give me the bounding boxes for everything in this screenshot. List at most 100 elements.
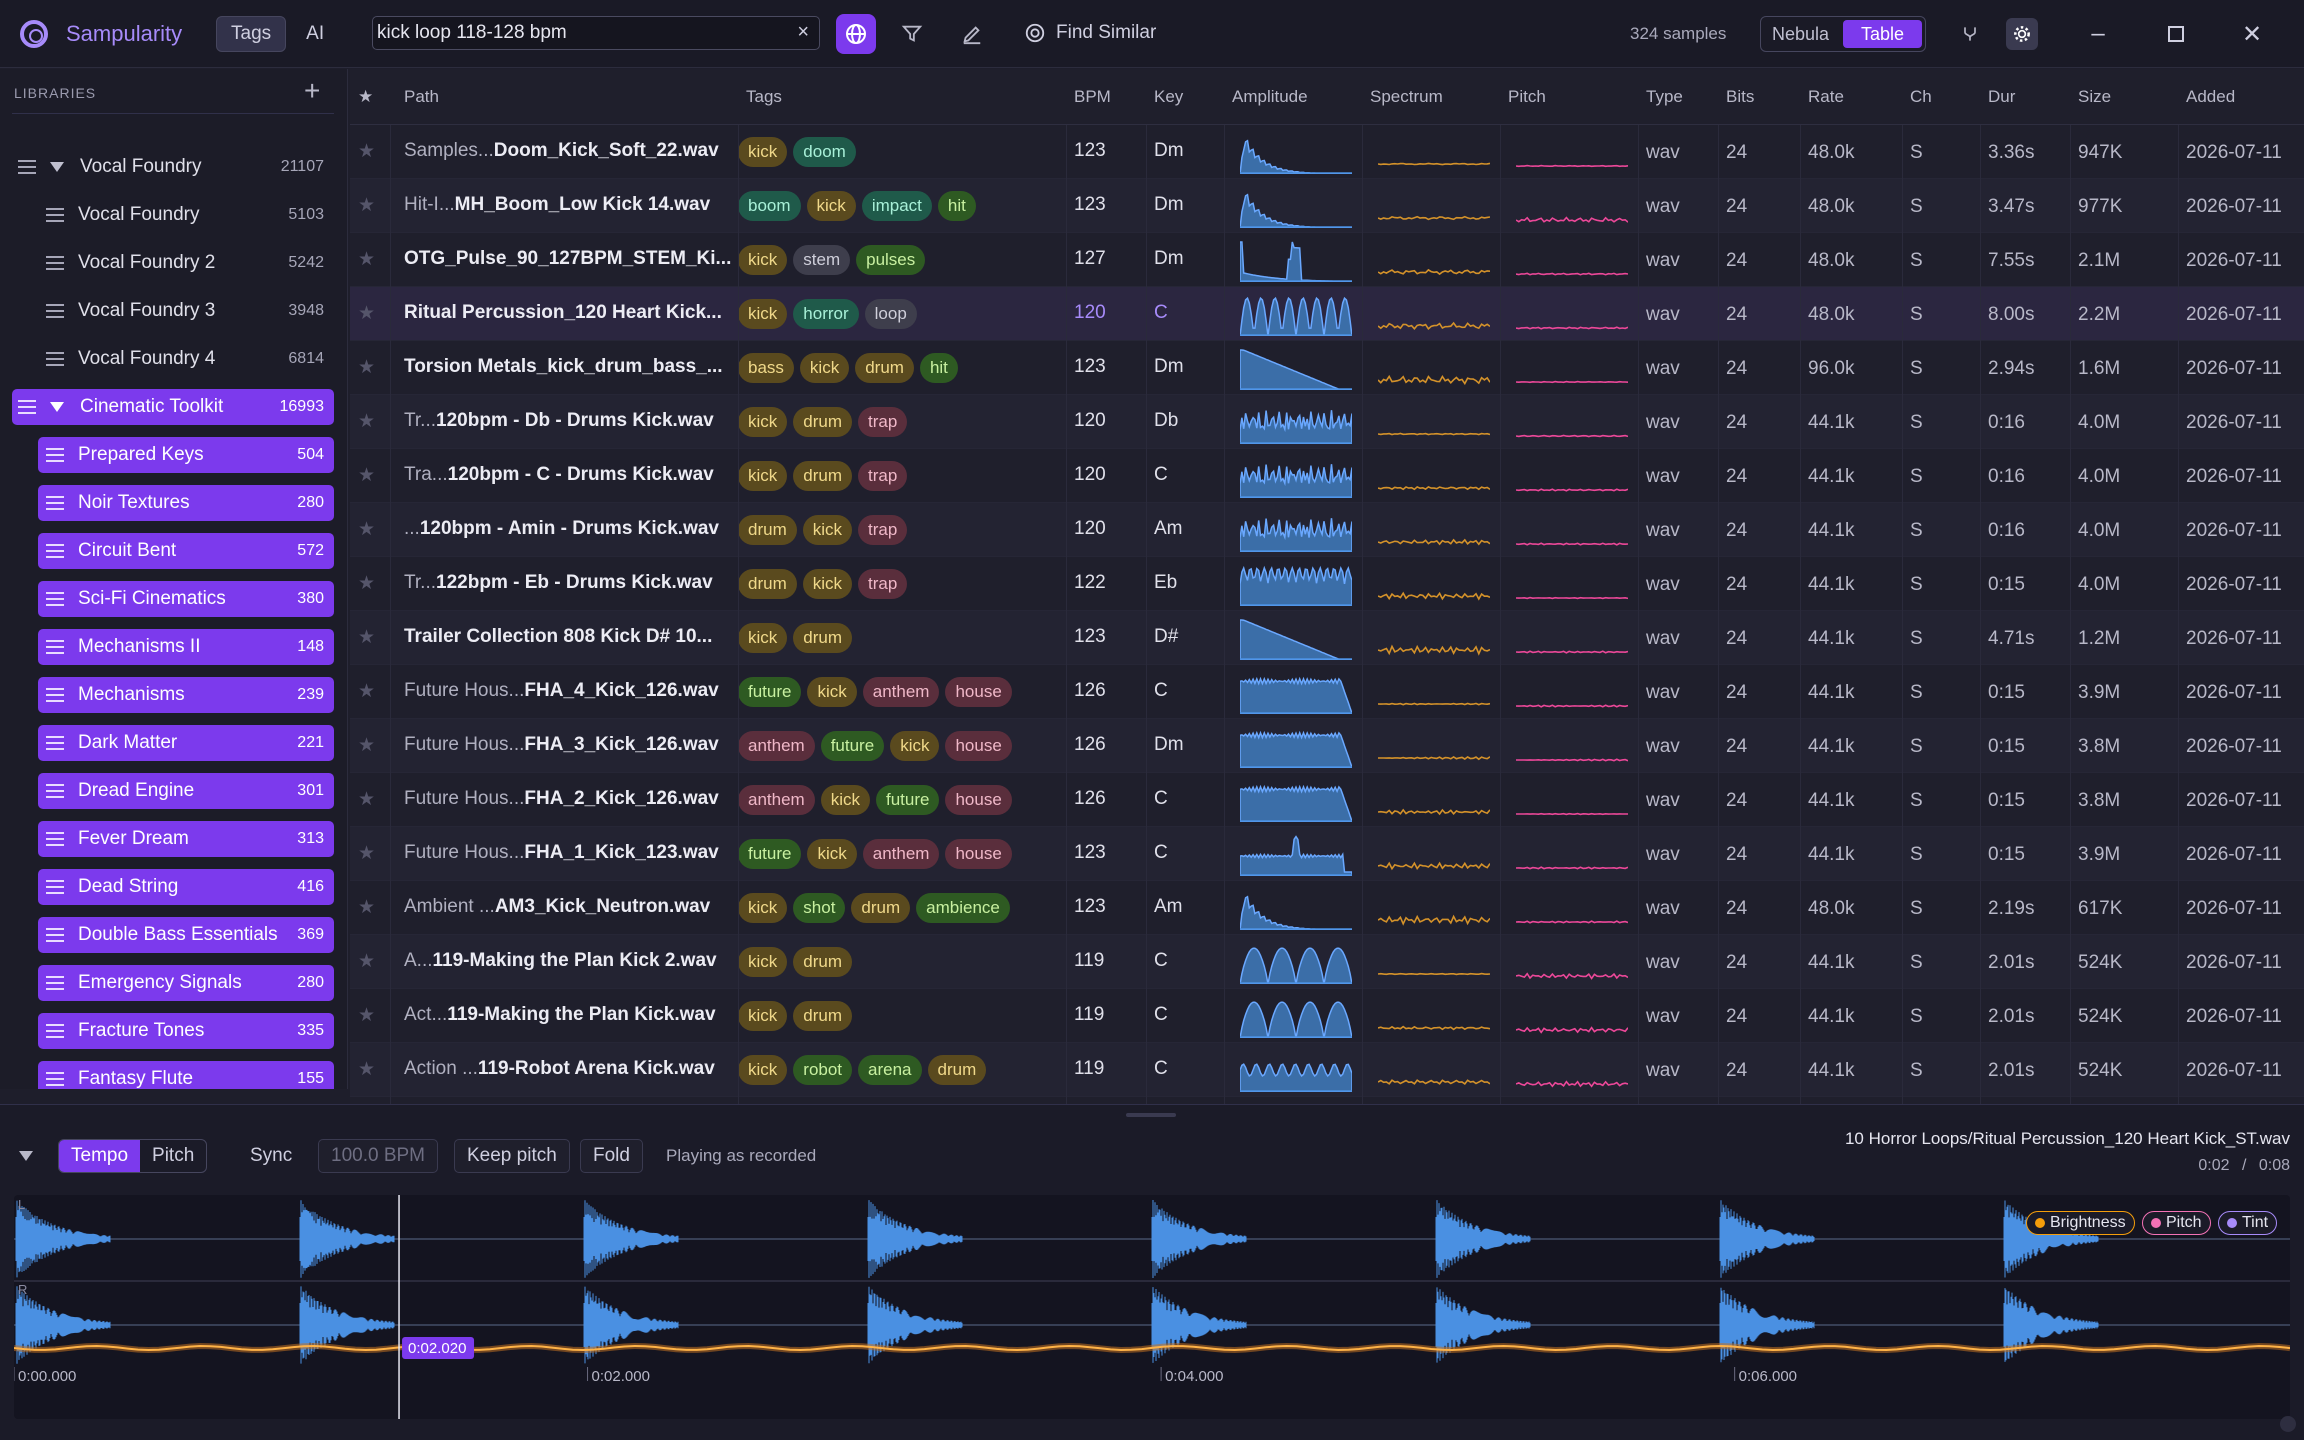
column-header[interactable]: Pitch [1508, 87, 1546, 106]
drag-handle-icon[interactable] [46, 304, 64, 318]
table-row[interactable]: ★ OTG_Pulse_90_127BPM_STEM_Ki... kick stem p… [350, 233, 2304, 287]
tag-chip[interactable]: trap [858, 461, 908, 491]
favorite-star-icon[interactable]: ★ [358, 1005, 376, 1026]
tag-chip[interactable]: anthem [862, 839, 940, 869]
overlay-legend-chip[interactable]: Brightness [2026, 1211, 2135, 1235]
tag-chip[interactable]: kick [802, 515, 853, 545]
drag-handle-icon[interactable] [46, 832, 64, 846]
column-header[interactable]: Bits [1726, 87, 1755, 106]
column-header[interactable]: Rate [1808, 87, 1844, 106]
favorite-star-icon[interactable]: ★ [358, 303, 376, 324]
sidebar-item[interactable]: Vocal Foundry 5103 [38, 197, 334, 233]
close-button[interactable]: ✕ [2232, 16, 2272, 52]
tag-chip[interactable]: house [945, 785, 1012, 815]
sidebar-item[interactable]: Noir Textures 280 [38, 485, 334, 521]
clear-search-icon[interactable]: × [797, 21, 809, 43]
sidebar-item[interactable]: Vocal Foundry 21107 [12, 149, 334, 185]
drag-handle-icon[interactable] [46, 592, 64, 606]
maximize-button[interactable] [2156, 16, 2196, 52]
panel-resize-handle[interactable] [1126, 1113, 1176, 1117]
tag-chip[interactable]: drum [793, 461, 853, 491]
drag-handle-icon[interactable] [46, 448, 64, 462]
tag-chip[interactable]: boom [738, 191, 801, 221]
drag-handle-icon[interactable] [46, 688, 64, 702]
tag-chip[interactable]: arena [858, 1055, 922, 1085]
bpm-input[interactable]: 100.0 BPM [318, 1139, 438, 1173]
tempo-tab[interactable]: Tempo [59, 1140, 141, 1172]
drag-handle-icon[interactable] [46, 640, 64, 654]
column-header[interactable]: Path [404, 87, 439, 106]
tag-chip[interactable]: house [945, 731, 1012, 761]
table-row[interactable]: ★ ...120bpm - Amin - Drums Kick.wav drum ki… [350, 503, 2304, 557]
chevron-down-icon[interactable] [50, 402, 64, 412]
favorite-star-icon[interactable]: ★ [358, 249, 376, 270]
favorite-star-icon[interactable]: ★ [358, 843, 376, 864]
drag-handle-icon[interactable] [46, 544, 64, 558]
tag-chip[interactable]: kick [738, 893, 788, 923]
minimize-button[interactable]: – [2078, 16, 2118, 52]
favorite-star-icon[interactable]: ★ [358, 141, 376, 162]
tag-chip[interactable]: bass [738, 353, 794, 383]
table-row[interactable]: ★ A...119-Making the Plan Kick 2.wav kick d… [350, 935, 2304, 989]
tag-chip[interactable]: anthem [738, 785, 815, 815]
tag-chip[interactable]: stem [793, 245, 851, 275]
resize-grip-icon[interactable] [2280, 1416, 2296, 1432]
sidebar-item[interactable]: Fantasy Flute 155 [38, 1061, 334, 1089]
sidebar-item[interactable]: Vocal Foundry 2 5242 [38, 245, 334, 281]
sidebar-item[interactable]: Emergency Signals 280 [38, 965, 334, 1001]
table-row[interactable]: ★ Tr...120bpm - Db - Drums Kick.wav kick dr… [350, 395, 2304, 449]
tag-chip[interactable]: hit [919, 353, 958, 383]
column-header[interactable]: Size [2078, 87, 2112, 106]
favorite-star-icon[interactable]: ★ [358, 789, 376, 810]
tag-chip[interactable]: future [738, 839, 802, 869]
drag-handle-icon[interactable] [18, 400, 36, 414]
sidebar-item[interactable]: Sci-Fi Cinematics 380 [38, 581, 334, 617]
tag-chip[interactable]: kick [738, 623, 788, 653]
sidebar-item[interactable]: Vocal Foundry 4 6814 [38, 341, 334, 377]
keep-pitch-button[interactable]: Keep pitch [454, 1139, 570, 1173]
tag-chip[interactable]: future [875, 785, 940, 815]
collapse-player-button[interactable] [18, 1139, 34, 1173]
tag-chip[interactable]: kick [799, 353, 850, 383]
table-row[interactable]: ★ Future Hous...FHA_2_Kick_126.wav anthem k… [350, 773, 2304, 827]
favorite-star-icon[interactable]: ★ [358, 1059, 376, 1080]
tag-chip[interactable]: house [945, 677, 1012, 707]
sidebar-item[interactable]: Mechanisms II 148 [38, 629, 334, 665]
column-header[interactable]: Dur [1988, 87, 2016, 106]
sidebar-item[interactable]: Fever Dream 313 [38, 821, 334, 857]
drag-handle-icon[interactable] [46, 976, 64, 990]
drag-handle-icon[interactable] [46, 208, 64, 222]
sidebar-item[interactable]: Circuit Bent 572 [38, 533, 334, 569]
table-row[interactable]: ★ Act...119-Making the Plan Kick.wav kick d… [350, 989, 2304, 1043]
column-header[interactable]: Type [1646, 87, 1683, 106]
sidebar-item[interactable]: Dread Engine 301 [38, 773, 334, 809]
sidebar-item[interactable]: Cinematic Toolkit 16993 [12, 389, 334, 425]
drag-handle-icon[interactable] [46, 880, 64, 894]
tag-chip[interactable]: kick [738, 245, 788, 275]
settings-button[interactable] [2006, 18, 2038, 50]
tag-chip[interactable]: kick [807, 677, 857, 707]
tag-chip[interactable]: trap [858, 569, 908, 599]
tag-chip[interactable]: drum [793, 947, 853, 977]
tag-chip[interactable]: horror [793, 299, 859, 329]
globe-toggle-button[interactable] [836, 14, 876, 54]
favorite-star-icon[interactable]: ★ [358, 681, 376, 702]
table-row[interactable]: ★ Future Hous...FHA_1_Kick_123.wav future k… [350, 827, 2304, 881]
tag-chip[interactable]: impact [861, 191, 932, 221]
drag-handle-icon[interactable] [46, 928, 64, 942]
tag-chip[interactable]: anthem [738, 731, 815, 761]
waveform-view[interactable]: L R 0:00.000 0:02.000 0:04.000 0:06.000 0:02.0… [14, 1195, 2290, 1419]
drag-handle-icon[interactable] [46, 256, 64, 270]
sidebar-item[interactable]: Dark Matter 221 [38, 725, 334, 761]
table-row[interactable]: ★ Torsion Metals_kick_drum_bass_... bass ki… [350, 341, 2304, 395]
table-row[interactable]: ★ Future Hous...FHA_4_Kick_126.wav future k… [350, 665, 2304, 719]
add-library-icon[interactable]: + [304, 75, 321, 106]
column-header[interactable]: Amplitude [1232, 87, 1308, 106]
sidebar-item[interactable]: Mechanisms 239 [38, 677, 334, 713]
favorite-star-icon[interactable]: ★ [358, 735, 376, 756]
waveform-canvas[interactable]: L R 0:00.000 0:02.000 0:04.000 0:06.000 0:02.0… [14, 1195, 2290, 1419]
column-header[interactable]: Spectrum [1370, 87, 1443, 106]
tag-chip[interactable]: drum [793, 407, 853, 437]
table-row[interactable]: ★ Hit-I...MH_Boom_Low Kick 14.wav boom kick… [350, 179, 2304, 233]
tag-chip[interactable]: pulses [856, 245, 926, 275]
